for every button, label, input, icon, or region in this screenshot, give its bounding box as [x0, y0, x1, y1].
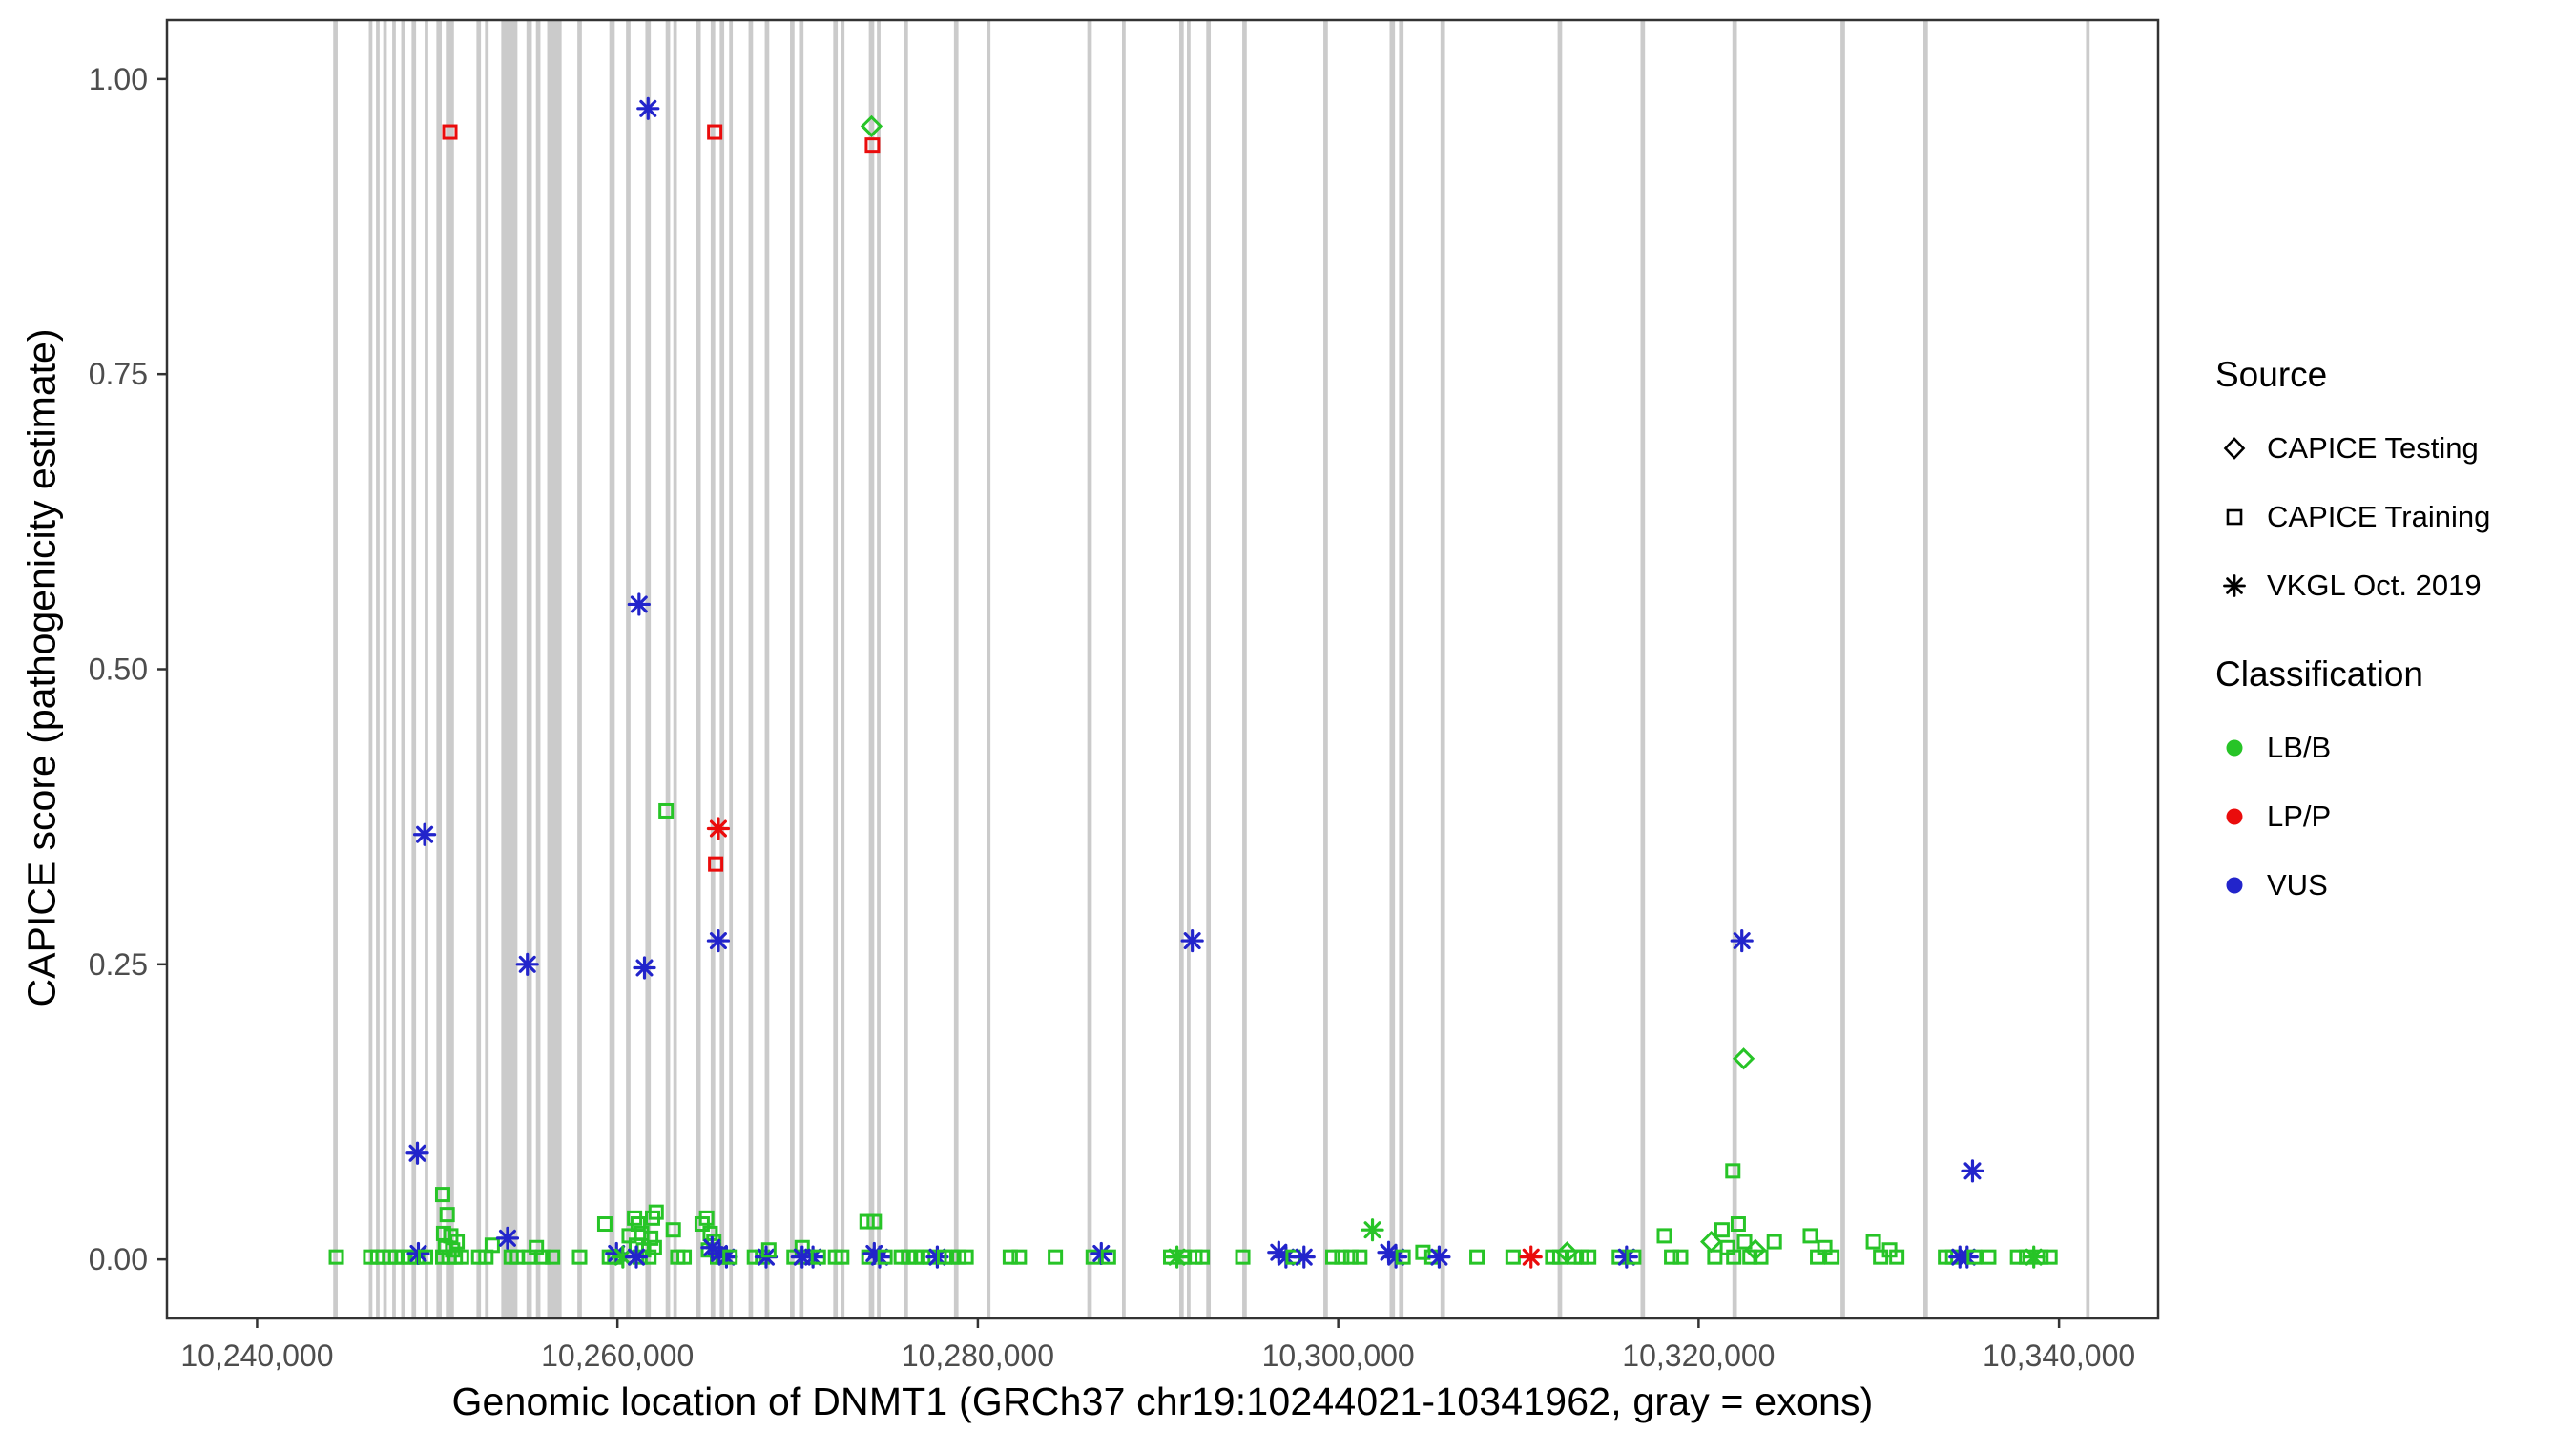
square-icon	[2215, 498, 2254, 536]
asterisk-icon	[2215, 567, 2254, 605]
legend-label-capice-training: CAPICE Training	[2267, 500, 2491, 533]
legend-title-classification: Classification	[2215, 654, 2423, 694]
vus-dot-icon	[2215, 866, 2254, 904]
legend-item-vkgl: VKGL Oct. 2019	[2215, 561, 2490, 611]
exon-bands	[333, 20, 2090, 1318]
legend-label-lbb: LB/B	[2267, 731, 2332, 764]
svg-text:10,300,000: 10,300,000	[1262, 1338, 1415, 1373]
svg-text:1.00: 1.00	[89, 62, 148, 96]
svg-text:10,340,000: 10,340,000	[1983, 1338, 2135, 1373]
legend-item-vus: VUS	[2215, 861, 2490, 910]
legend-group-source: Source CAPICE Testing CAPICE Training	[2215, 355, 2490, 611]
svg-text:0.00: 0.00	[89, 1242, 148, 1276]
panel-background	[167, 20, 2158, 1318]
lpp-dot-icon	[2215, 798, 2254, 836]
legend-label-vus: VUS	[2267, 868, 2328, 902]
legend-item-capice-testing: CAPICE Testing	[2215, 424, 2490, 473]
svg-text:0.25: 0.25	[89, 947, 148, 982]
lbb-dot-icon	[2215, 729, 2254, 767]
diamond-icon	[2215, 429, 2254, 467]
legend-item-capice-training: CAPICE Training	[2215, 492, 2490, 542]
svg-text:0.50: 0.50	[89, 653, 148, 687]
legend-label-lpp: LP/P	[2267, 799, 2332, 833]
legend: Source CAPICE Testing CAPICE Training	[2215, 355, 2490, 910]
x-axis-ticks: 10,240,000 10,260,000 10,280,000 10,300,000…	[180, 1318, 2135, 1373]
x-axis-title: Genomic location of DNMT1 (GRCh37 chr19:…	[451, 1379, 1874, 1423]
svg-text:10,280,000: 10,280,000	[902, 1338, 1054, 1373]
legend-label-vkgl: VKGL Oct. 2019	[2267, 569, 2482, 602]
legend-group-classification: Classification LB/B LP/P	[2215, 654, 2490, 910]
panel-border	[165, 18, 2160, 1320]
svg-text:10,320,000: 10,320,000	[1622, 1338, 1775, 1373]
legend-item-lpp: LP/P	[2215, 792, 2490, 841]
y-axis-title: CAPICE score (pathogenicity estimate)	[19, 328, 64, 1007]
data-points	[328, 96, 2058, 1269]
svg-text:0.75: 0.75	[89, 357, 148, 391]
svg-text:10,240,000: 10,240,000	[180, 1338, 333, 1373]
legend-title-source: Source	[2215, 355, 2328, 394]
legend-item-lbb: LB/B	[2215, 723, 2490, 773]
legend-label-capice-testing: CAPICE Testing	[2267, 431, 2479, 465]
y-axis-ticks: 0.00 0.25 0.50 0.75 1.00	[89, 62, 167, 1276]
svg-text:10,260,000: 10,260,000	[541, 1338, 694, 1373]
